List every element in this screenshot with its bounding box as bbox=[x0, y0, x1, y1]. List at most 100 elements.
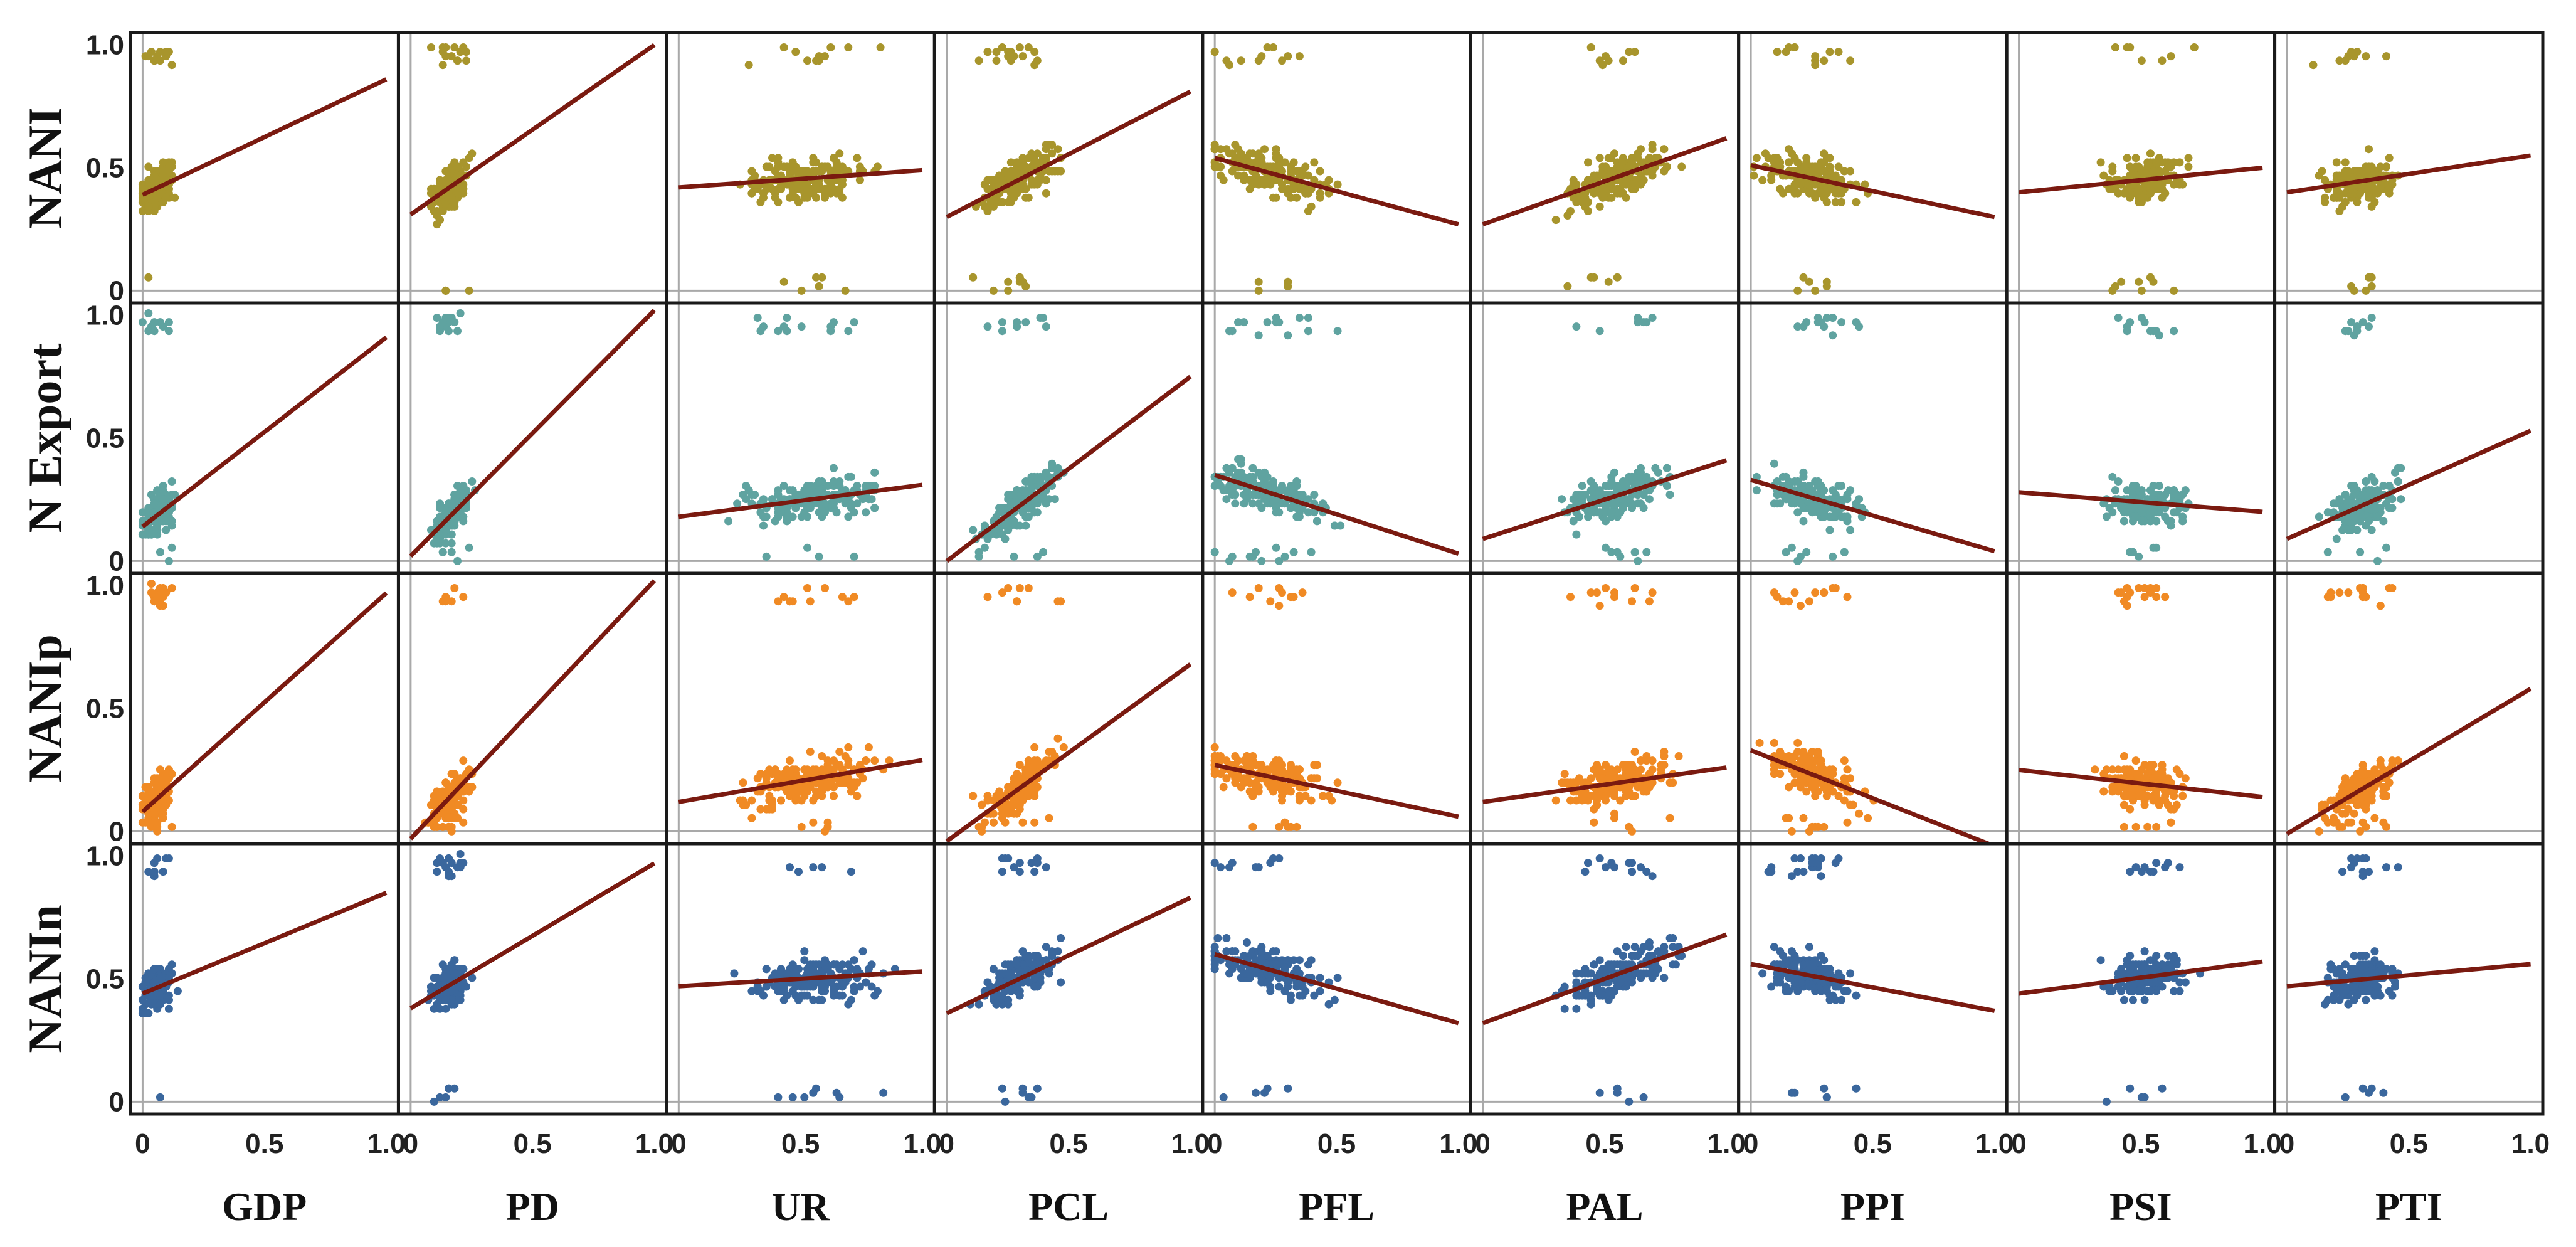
data-point bbox=[1793, 189, 1802, 198]
data-point bbox=[1834, 48, 1843, 56]
data-point bbox=[1292, 504, 1301, 512]
data-point bbox=[1595, 154, 1604, 162]
data-point bbox=[835, 748, 844, 756]
data-point bbox=[1616, 552, 1625, 561]
data-point bbox=[1630, 792, 1639, 800]
data-point bbox=[1793, 556, 1802, 565]
data-point bbox=[1278, 796, 1286, 805]
data-point bbox=[433, 207, 441, 215]
data-point bbox=[1648, 141, 1657, 149]
data-point bbox=[1799, 517, 1808, 526]
data-point bbox=[1248, 180, 1257, 189]
data-point bbox=[1607, 472, 1616, 481]
data-point bbox=[1837, 482, 1846, 490]
data-point bbox=[1272, 756, 1280, 765]
data-point bbox=[803, 584, 811, 592]
data-point bbox=[1846, 774, 1855, 783]
data-point bbox=[1861, 180, 1869, 189]
data-point bbox=[1616, 796, 1625, 805]
data-point bbox=[153, 783, 162, 792]
data-point bbox=[768, 154, 776, 162]
data-point bbox=[1773, 499, 1782, 508]
data-point bbox=[1634, 783, 1642, 792]
regression-line bbox=[409, 43, 656, 216]
data-point bbox=[1280, 552, 1289, 561]
data-point bbox=[1566, 593, 1575, 602]
data-point bbox=[1284, 52, 1292, 61]
data-point bbox=[864, 743, 873, 751]
data-point bbox=[2323, 548, 2332, 556]
data-point bbox=[2332, 171, 2341, 180]
data-point bbox=[1021, 318, 1030, 327]
data-point bbox=[1045, 814, 1053, 822]
data-point bbox=[445, 805, 453, 814]
data-point bbox=[1572, 530, 1581, 539]
data-point bbox=[459, 756, 468, 765]
data-point bbox=[1013, 597, 1021, 606]
data-point bbox=[803, 56, 811, 65]
data-point bbox=[1021, 193, 1030, 202]
data-point bbox=[1004, 48, 1013, 56]
data-point bbox=[2161, 167, 2170, 176]
data-point bbox=[1802, 548, 1811, 556]
data-point bbox=[1219, 176, 1228, 184]
data-point bbox=[1333, 778, 1342, 787]
data-point bbox=[1280, 787, 1289, 796]
data-point bbox=[983, 207, 992, 215]
data-point bbox=[809, 158, 818, 167]
data-point bbox=[1059, 743, 1068, 751]
data-point bbox=[2126, 43, 2135, 51]
data-point bbox=[1006, 805, 1015, 814]
data-point bbox=[453, 56, 462, 65]
data-point bbox=[1846, 486, 1855, 495]
data-point bbox=[1304, 314, 1312, 322]
data-point bbox=[2338, 526, 2347, 534]
data-point bbox=[1843, 593, 1852, 602]
data-point bbox=[1642, 756, 1651, 765]
data-point bbox=[771, 517, 779, 526]
data-point bbox=[1755, 738, 1764, 747]
data-point bbox=[167, 61, 176, 70]
data-point bbox=[164, 556, 173, 565]
data-point bbox=[2099, 171, 2108, 180]
data-point bbox=[2321, 193, 2330, 202]
data-point bbox=[1811, 52, 1820, 61]
data-point bbox=[815, 552, 823, 561]
data-point bbox=[2137, 56, 2146, 65]
data-point bbox=[2330, 499, 2338, 508]
data-point bbox=[830, 504, 838, 512]
data-point bbox=[2376, 180, 2385, 189]
data-point bbox=[1584, 198, 1592, 206]
data-point bbox=[1275, 602, 1284, 610]
data-point bbox=[2149, 327, 2158, 336]
data-point bbox=[1018, 52, 1027, 61]
data-point bbox=[1825, 526, 1834, 534]
data-point bbox=[983, 322, 992, 331]
data-point bbox=[167, 543, 176, 552]
data-point bbox=[1637, 765, 1645, 774]
data-point bbox=[144, 526, 153, 534]
data-point bbox=[838, 593, 847, 602]
data-point bbox=[2370, 477, 2379, 486]
data-point bbox=[1252, 491, 1260, 499]
data-point bbox=[1310, 491, 1319, 499]
data-point bbox=[803, 765, 811, 774]
data-point bbox=[1625, 48, 1634, 56]
data-point bbox=[2126, 189, 2135, 198]
data-point bbox=[1602, 584, 1610, 592]
data-point bbox=[1799, 472, 1808, 481]
data-point bbox=[1257, 154, 1266, 162]
data-point bbox=[779, 43, 788, 51]
data-point bbox=[1811, 286, 1820, 295]
data-point bbox=[862, 508, 870, 517]
data-point bbox=[998, 327, 1006, 336]
data-point bbox=[1831, 198, 1840, 206]
data-point bbox=[2137, 193, 2146, 202]
data-point bbox=[1811, 588, 1820, 597]
data-point bbox=[144, 162, 153, 171]
data-point bbox=[2111, 282, 2119, 290]
data-point bbox=[1030, 508, 1039, 517]
data-point bbox=[1328, 796, 1336, 805]
data-point bbox=[1245, 593, 1254, 602]
data-point bbox=[436, 216, 444, 225]
